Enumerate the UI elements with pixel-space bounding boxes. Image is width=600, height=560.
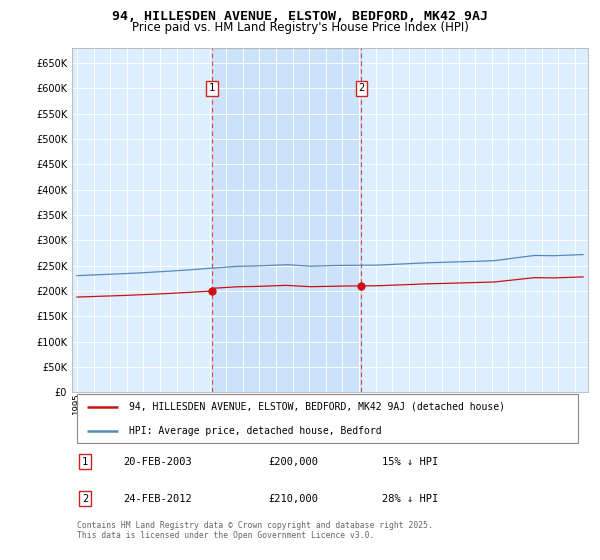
Text: 2: 2 <box>358 83 364 93</box>
Text: 1: 1 <box>82 457 88 466</box>
Text: HPI: Average price, detached house, Bedford: HPI: Average price, detached house, Bedf… <box>129 426 382 436</box>
Text: 24-FEB-2012: 24-FEB-2012 <box>124 494 193 504</box>
Text: Price paid vs. HM Land Registry's House Price Index (HPI): Price paid vs. HM Land Registry's House … <box>131 21 469 34</box>
Text: £200,000: £200,000 <box>268 457 318 466</box>
FancyBboxPatch shape <box>77 394 578 444</box>
Text: 2: 2 <box>82 494 88 504</box>
Text: 28% ↓ HPI: 28% ↓ HPI <box>382 494 438 504</box>
Text: 1: 1 <box>209 83 215 93</box>
Text: £210,000: £210,000 <box>268 494 318 504</box>
Text: 94, HILLESDEN AVENUE, ELSTOW, BEDFORD, MK42 9AJ: 94, HILLESDEN AVENUE, ELSTOW, BEDFORD, M… <box>112 10 488 23</box>
Text: 94, HILLESDEN AVENUE, ELSTOW, BEDFORD, MK42 9AJ (detached house): 94, HILLESDEN AVENUE, ELSTOW, BEDFORD, M… <box>129 402 505 412</box>
Text: Contains HM Land Registry data © Crown copyright and database right 2025.
This d: Contains HM Land Registry data © Crown c… <box>77 521 433 540</box>
Text: 15% ↓ HPI: 15% ↓ HPI <box>382 457 438 466</box>
Text: 20-FEB-2003: 20-FEB-2003 <box>124 457 193 466</box>
Bar <box>212 48 361 393</box>
